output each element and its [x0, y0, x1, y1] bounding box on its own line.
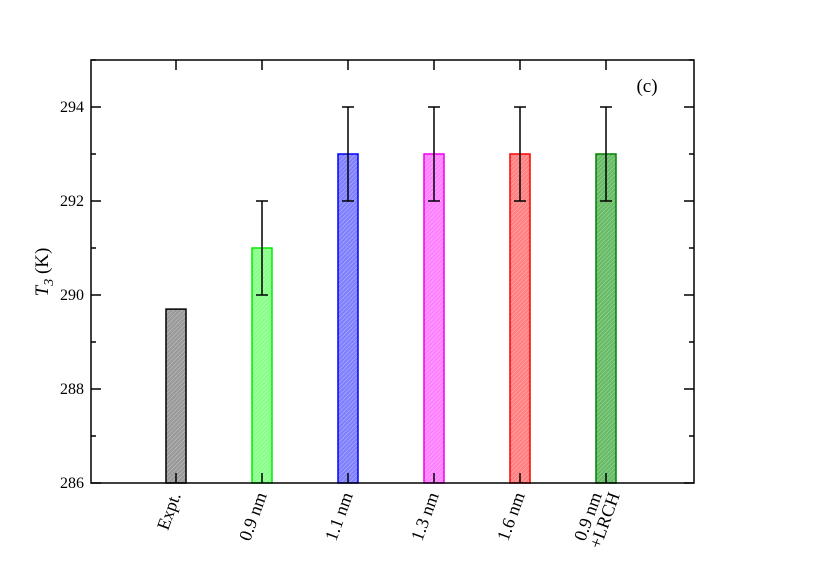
- y-tick-label: 292: [60, 193, 84, 210]
- x-tick-label: 1.1 nm: [321, 490, 357, 544]
- y-tick-label: 290: [60, 287, 84, 304]
- bar: [337, 153, 359, 484]
- y-tick-label: 294: [60, 99, 84, 116]
- y-tick-label: 286: [60, 475, 84, 492]
- y-axis-title-unit: (K): [32, 248, 53, 279]
- y-axis-title: T3 (K): [32, 248, 57, 297]
- panel-label: (c): [636, 76, 657, 97]
- x-tick-label: Expt.: [153, 490, 185, 533]
- bar: [423, 153, 445, 484]
- plot-frame: [90, 59, 695, 484]
- svg-text:T3 (K): T3 (K): [32, 248, 57, 297]
- x-tick-label: 0.9 nm: [235, 490, 271, 544]
- y-axis-title-symbol: T: [32, 284, 53, 296]
- y-tick-label: 288: [60, 381, 84, 398]
- bar: [509, 153, 531, 484]
- bar: [165, 308, 187, 484]
- x-tick-label: 1.6 nm: [493, 490, 529, 544]
- bar: [595, 153, 617, 484]
- x-tick-label: 1.3 nm: [407, 490, 443, 544]
- y-axis-title-subscript: 3: [42, 279, 57, 287]
